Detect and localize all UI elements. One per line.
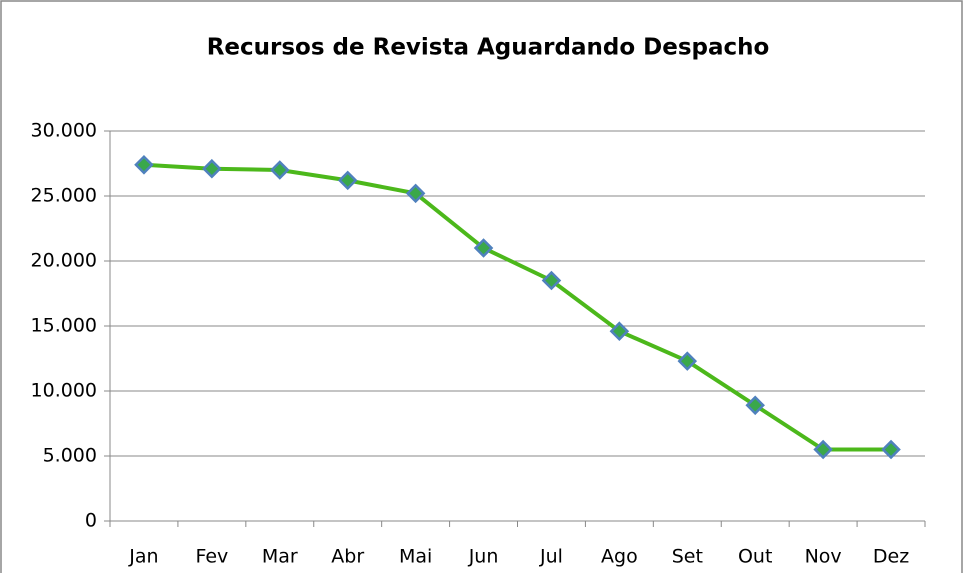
data-point: [881, 439, 901, 460]
chart-title: Recursos de Revista Aguardando Despacho: [207, 35, 770, 61]
data-point: [202, 158, 222, 179]
data-point: [541, 270, 562, 291]
y-tick-label: 10.000: [31, 380, 97, 402]
data-point: [134, 155, 154, 175]
x-tick-label: Dez: [873, 546, 909, 568]
data-point: [337, 170, 358, 191]
y-tick-label: 30.000: [31, 120, 97, 142]
x-tick-label: Mar: [262, 546, 298, 568]
y-tick-label: 15.000: [31, 315, 97, 337]
x-tick-label: Jun: [468, 546, 499, 568]
x-tick-label: Fev: [195, 546, 228, 568]
x-tick-label: Set: [672, 546, 703, 568]
y-tick-label: 25.000: [31, 185, 97, 207]
data-point: [813, 439, 833, 460]
x-tick-label: Jan: [128, 546, 158, 568]
data-point: [745, 395, 765, 416]
y-tick-label: 20.000: [31, 250, 97, 272]
data-point: [270, 160, 290, 180]
y-tick-label: 0: [85, 510, 97, 532]
x-tick-label: Ago: [601, 546, 638, 568]
x-tick-label: Nov: [805, 546, 842, 568]
x-tick-label: Abr: [331, 546, 364, 568]
data-line: [143, 162, 892, 452]
data-point: [473, 238, 494, 258]
y-tick-label: 5.000: [43, 445, 97, 467]
data-point: [405, 183, 426, 204]
x-tick-label: Mai: [399, 546, 432, 568]
x-tick-label: Jul: [539, 546, 563, 568]
data-point: [609, 321, 630, 341]
data-point: [677, 351, 698, 371]
x-tick-label: Out: [738, 546, 772, 568]
